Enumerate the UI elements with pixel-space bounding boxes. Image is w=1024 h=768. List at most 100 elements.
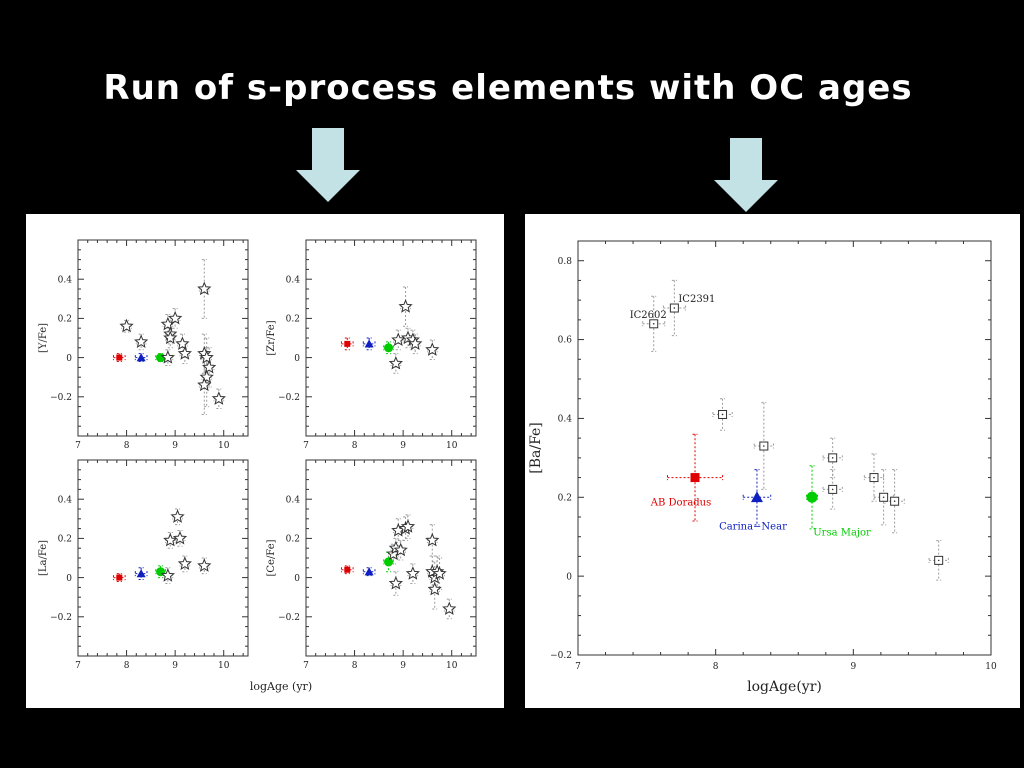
x-tick-label: 8	[352, 441, 358, 451]
y-tick-label: 0	[294, 354, 300, 364]
square-marker	[344, 340, 351, 347]
subplot: 7 8 9 10 −0.2 0 0.2 0.4 [Y/Fe]	[38, 239, 249, 451]
y-tick-label: 0.4	[58, 495, 73, 505]
star-marker	[163, 330, 178, 345]
star-marker	[400, 519, 416, 533]
star-marker	[405, 566, 420, 580]
x-tick-label: 7	[303, 661, 309, 671]
star-marker	[211, 391, 226, 405]
star-marker	[442, 601, 457, 616]
point-label: IC2391	[678, 294, 715, 305]
star-marker	[393, 542, 408, 557]
left-figure-xlabel: logAge (yr)	[250, 680, 312, 693]
star-marker	[177, 346, 192, 360]
x-tick-label: 7	[75, 661, 81, 671]
square-marker	[344, 566, 351, 573]
x-tick-label: 10	[985, 662, 997, 672]
left-figure-chart: logAge (yr) 7 8 9 10 −0.2 0 0.2 0.4 [Y/Fe] 7 8 9 10 −…	[38, 239, 477, 693]
y-tick-label: 0.6	[558, 336, 573, 346]
down-arrow-icon	[296, 128, 360, 208]
x-tick-label: 8	[124, 441, 130, 451]
star-marker	[134, 334, 149, 348]
y-tick-label: 0.4	[58, 275, 73, 285]
circle-marker	[806, 491, 818, 503]
open-square-dot	[831, 488, 834, 491]
plot-frame	[305, 239, 477, 437]
open-square-dot	[763, 445, 765, 447]
y-tick-label: 0	[294, 574, 300, 584]
y-tick-label: −0.2	[50, 613, 72, 623]
circle-marker	[384, 343, 394, 353]
x-tick-label: 8	[124, 661, 130, 671]
plot-frame	[77, 239, 249, 437]
right-figure-panel: 7 8 9 10 −0.2 0 0.2 0.4 0.6 0.8 [Ba/Fe] logAge(yr) A…	[525, 214, 1020, 708]
y-axis-label: [Ba/Fe]	[528, 422, 544, 474]
star-marker	[168, 310, 183, 325]
star-marker	[172, 530, 188, 545]
circle-marker	[384, 557, 394, 567]
y-tick-label: 0	[66, 354, 72, 364]
star-marker	[388, 355, 403, 370]
series-label: AB Doradus	[650, 498, 712, 509]
open-square-dot	[873, 476, 875, 479]
open-square-dot	[893, 500, 896, 503]
point-label: IC2602	[630, 310, 667, 321]
open-square-dot	[831, 457, 834, 459]
plot-frame	[577, 240, 992, 656]
down-arrow-icon	[714, 138, 778, 218]
star-marker	[427, 581, 442, 596]
x-tick-label: 9	[172, 441, 178, 451]
star-marker	[388, 575, 403, 590]
y-tick-label: 0.2	[58, 535, 72, 545]
star-marker	[391, 332, 406, 347]
x-tick-label: 10	[446, 441, 458, 451]
open-square-dot	[652, 323, 655, 325]
x-tick-label: 8	[352, 661, 358, 671]
subplot: 7 8 9 10 −0.2 0 0.2 0.4 [Ce/Fe]	[266, 459, 477, 671]
open-square-dot	[673, 307, 676, 309]
y-axis-label: [Zr/Fe]	[266, 320, 277, 355]
open-square-dot	[937, 559, 940, 562]
y-axis-label: [Ce/Fe]	[266, 539, 277, 576]
open-square-dot	[721, 413, 724, 416]
y-tick-label: 0.4	[558, 415, 573, 425]
x-tick-label: 7	[575, 662, 581, 672]
star-marker	[170, 509, 185, 523]
star-marker	[119, 318, 134, 333]
star-marker	[432, 566, 447, 580]
x-tick-label: 10	[218, 441, 230, 451]
series-label: Carina−Near	[719, 521, 787, 532]
triangle-marker	[364, 339, 374, 348]
x-axis-label: logAge(yr)	[747, 679, 822, 695]
square-marker	[690, 473, 700, 483]
y-tick-label: 0.4	[286, 275, 301, 285]
star-marker	[163, 532, 178, 547]
star-marker	[197, 558, 212, 572]
y-tick-label: 0.2	[286, 535, 300, 545]
y-tick-label: −0.2	[50, 393, 72, 403]
y-tick-label: 0.2	[286, 315, 300, 325]
x-tick-label: 7	[75, 441, 81, 451]
slide-title: Run of s-process elements with OC ages	[103, 68, 913, 108]
y-tick-label: 0.2	[58, 315, 72, 325]
y-tick-label: 0.2	[558, 493, 572, 503]
square-marker	[116, 354, 123, 361]
y-tick-label: 0	[566, 572, 572, 582]
star-marker	[408, 336, 423, 350]
open-square-dot	[882, 496, 885, 499]
x-tick-label: 8	[713, 662, 719, 672]
subplot: 7 8 9 10 −0.2 0 0.2 0.4 [Zr/Fe]	[266, 239, 477, 451]
triangle-marker	[364, 567, 374, 576]
triangle-marker	[750, 491, 763, 503]
square-marker	[116, 574, 123, 581]
subplot: 7 8 9 10 −0.2 0 0.2 0.4 0.6 0.8 [Ba/Fe] logAge(yr) A…	[528, 240, 997, 695]
triangle-marker	[136, 569, 146, 578]
y-axis-label: [Y/Fe]	[38, 323, 49, 353]
star-marker	[197, 281, 212, 296]
y-tick-label: 0	[66, 574, 72, 584]
y-tick-label: −0.2	[550, 651, 572, 661]
x-tick-label: 9	[400, 661, 406, 671]
x-tick-label: 10	[446, 661, 458, 671]
star-marker	[177, 556, 192, 570]
star-marker	[425, 342, 440, 356]
